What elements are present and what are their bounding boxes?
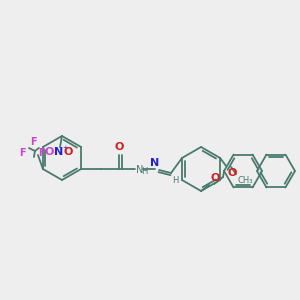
Text: CH₃: CH₃	[237, 176, 253, 185]
Text: F: F	[38, 148, 45, 158]
Text: +: +	[62, 145, 68, 151]
Text: N: N	[136, 165, 143, 175]
Text: O: O	[210, 173, 219, 183]
Text: O: O	[227, 168, 236, 178]
Text: O: O	[114, 142, 124, 152]
Text: ⁻: ⁻	[53, 151, 57, 157]
Text: H: H	[141, 167, 147, 176]
Text: F: F	[19, 148, 26, 158]
Text: O: O	[44, 147, 54, 157]
Text: H: H	[172, 176, 178, 185]
Text: F: F	[30, 137, 36, 147]
Text: O: O	[63, 147, 73, 157]
Text: N: N	[150, 158, 160, 168]
Text: N: N	[54, 147, 64, 157]
